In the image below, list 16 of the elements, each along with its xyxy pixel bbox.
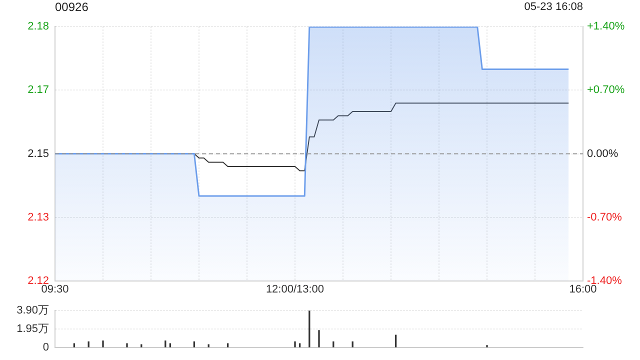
x-tick-label: 16:00 bbox=[569, 284, 597, 296]
x-tick-label: 12:00/13:00 bbox=[266, 284, 324, 296]
y-tick-label: 2.18 bbox=[28, 20, 49, 33]
chart-title: 00926 bbox=[55, 0, 88, 14]
y2-tick-label: +1.40% bbox=[587, 20, 625, 33]
y-tick-label: 1.95万 bbox=[16, 323, 49, 336]
y2-tick-label: -0.70% bbox=[587, 211, 622, 224]
y-tick-label: 3.90万 bbox=[16, 304, 49, 317]
y2-tick-label: 0.00% bbox=[587, 148, 618, 160]
text: 05-23 16:08 bbox=[524, 1, 583, 14]
y2-tick-label: +0.70% bbox=[587, 84, 625, 96]
y-tick-label: 2.15 bbox=[28, 148, 49, 160]
y-tick-label: 2.17 bbox=[28, 84, 49, 96]
x-tick-label: 09:30 bbox=[41, 284, 69, 296]
y-tick-label: 0 bbox=[42, 341, 49, 354]
y-tick-label: 2.13 bbox=[28, 211, 49, 224]
